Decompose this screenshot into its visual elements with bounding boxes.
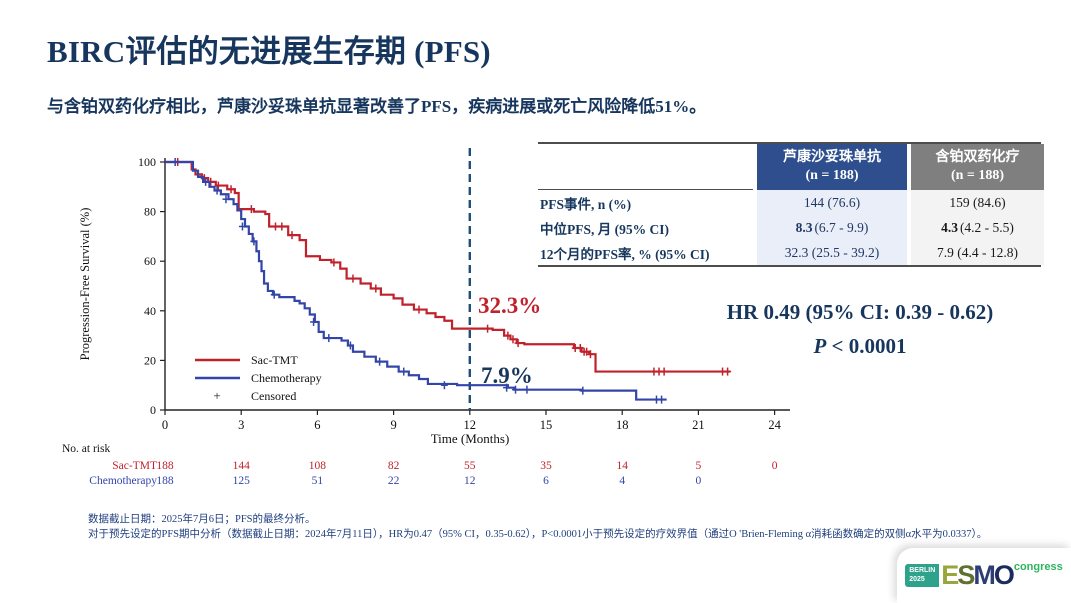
table-corner-cell <box>538 144 753 190</box>
at-risk-value: 82 <box>387 460 400 472</box>
km-chart: 0 20 40 60 80 100 0 3 6 9 12 15 18 21 24 Sac-TMT Chemoth… <box>138 148 790 432</box>
at-risk-value: 0 <box>771 460 778 472</box>
at-risk-value: 0 <box>695 475 702 487</box>
table-cell: 32.3 (25.5 - 39.2) <box>757 240 907 265</box>
svg-text:15: 15 <box>540 418 553 432</box>
at-risk-row-name: Chemotherapy <box>89 475 157 487</box>
header-sac-name: 芦康沙妥珠单抗 <box>783 149 881 165</box>
at-risk-value: 12 <box>464 475 476 487</box>
svg-text:60: 60 <box>144 254 156 268</box>
table-cell: 7.9 (4.4 - 12.8) <box>911 240 1044 265</box>
svg-text:3: 3 <box>238 418 244 432</box>
at-risk-value: 14 <box>616 460 628 472</box>
p-symbol: P <box>813 334 827 358</box>
header-chemo-n: (n = 188) <box>950 168 1005 183</box>
at-risk-label: No. at risk <box>62 443 111 455</box>
table-cell: 4.3 (4.2 - 5.5) <box>911 215 1044 240</box>
svg-text:0: 0 <box>162 418 168 432</box>
svg-text:6: 6 <box>314 418 320 432</box>
at-risk-value: 188 <box>156 460 174 472</box>
table-row-label: 12个月的PFS率, % (95% CI) <box>538 240 753 265</box>
y-axis-title: Progression-Free Survival (%) <box>78 207 92 361</box>
svg-text:Censored: Censored <box>251 389 296 403</box>
at-risk-value: 55 <box>464 460 476 472</box>
at-risk-value: 35 <box>540 460 552 472</box>
svg-text:18: 18 <box>616 418 629 432</box>
footnote-1: 数据截止日期：2025年7月6日；PFS的最终分析。 <box>88 514 316 525</box>
table-header-sac-tmt: 芦康沙妥珠单抗 (n = 188) <box>757 144 907 190</box>
at-risk-value: 5 <box>695 460 702 472</box>
svg-text:12: 12 <box>464 418 477 432</box>
at-risk-row-name: Sac-TMT <box>112 460 157 472</box>
table-cell: 159 (84.6) <box>911 190 1044 215</box>
header-chemo-name: 含铂双药化疗 <box>935 149 1020 165</box>
logo-venue: BERLIN <box>909 566 936 574</box>
congress-label: congress <box>1013 560 1063 573</box>
at-risk-value: 144 <box>232 460 250 472</box>
table-cell: 144 (76.6) <box>757 190 907 215</box>
svg-text:+: + <box>213 388 220 403</box>
svg-text:0: 0 <box>150 403 156 417</box>
header-sac-n: (n = 188) <box>805 168 859 183</box>
table-row-label: PFS事件, n (%) <box>538 190 753 215</box>
p-value: < 0.0001 <box>826 334 907 358</box>
svg-text:20: 20 <box>144 353 156 367</box>
svg-text:24: 24 <box>768 418 781 432</box>
table-row-label: 中位PFS, 月 (95% CI) <box>538 215 753 240</box>
at-risk-value: 108 <box>308 460 327 472</box>
svg-text:40: 40 <box>144 304 156 318</box>
at-risk-value: 51 <box>311 475 324 487</box>
svg-text:Sac-TMT: Sac-TMT <box>251 353 298 367</box>
esmo-congress-logo: BERLIN 2025 ESMO congress <box>897 548 1071 603</box>
at-risk-value: 125 <box>232 475 250 487</box>
esmo-wordmark: ESMO <box>941 560 1015 590</box>
hazard-ratio-text: HR 0.49 (95% CI: 0.39 - 0.62) <box>726 300 994 324</box>
at-risk-value: 22 <box>387 475 400 487</box>
berlin-2025-badge: BERLIN 2025 <box>905 563 940 588</box>
footnote-2: 对于预先设定的PFS期中分析（数据截止日期：2024年7月11日），HR为0.4… <box>88 529 988 540</box>
at-risk-value: 4 <box>619 475 626 487</box>
svg-text:Chemotherapy: Chemotherapy <box>251 371 322 385</box>
at-risk-value: 6 <box>543 475 549 487</box>
pfs-summary-table: 芦康沙妥珠单抗 (n = 188) 含铂双药化疗 (n = 188) PFS事件… <box>538 142 1044 267</box>
page-subtitle: 与含铂双药化疗相比，芦康沙妥珠单抗显著改善了PFS，疾病进展或死亡风险降低51%… <box>47 97 707 116</box>
svg-text:21: 21 <box>692 418 705 432</box>
logo-year: 2025 <box>909 575 925 583</box>
svg-text:80: 80 <box>144 205 156 219</box>
at-risk-value: 188 <box>156 475 174 487</box>
p-value-text: P < 0.0001 <box>655 334 1065 359</box>
table-cell: 8.3 (6.7 - 9.9) <box>757 215 907 240</box>
table-header-chemo: 含铂双药化疗 (n = 188) <box>911 144 1044 190</box>
sac-12m-rate-annotation: 32.3% <box>478 293 542 318</box>
page-title: BIRC评估的无进展生存期 (PFS) <box>47 34 491 69</box>
svg-text:100: 100 <box>138 155 156 169</box>
x-axis-title: Time (Months) <box>430 431 510 446</box>
svg-text:9: 9 <box>390 418 396 432</box>
chemo-12m-rate-annotation: 7.9% <box>481 363 533 388</box>
